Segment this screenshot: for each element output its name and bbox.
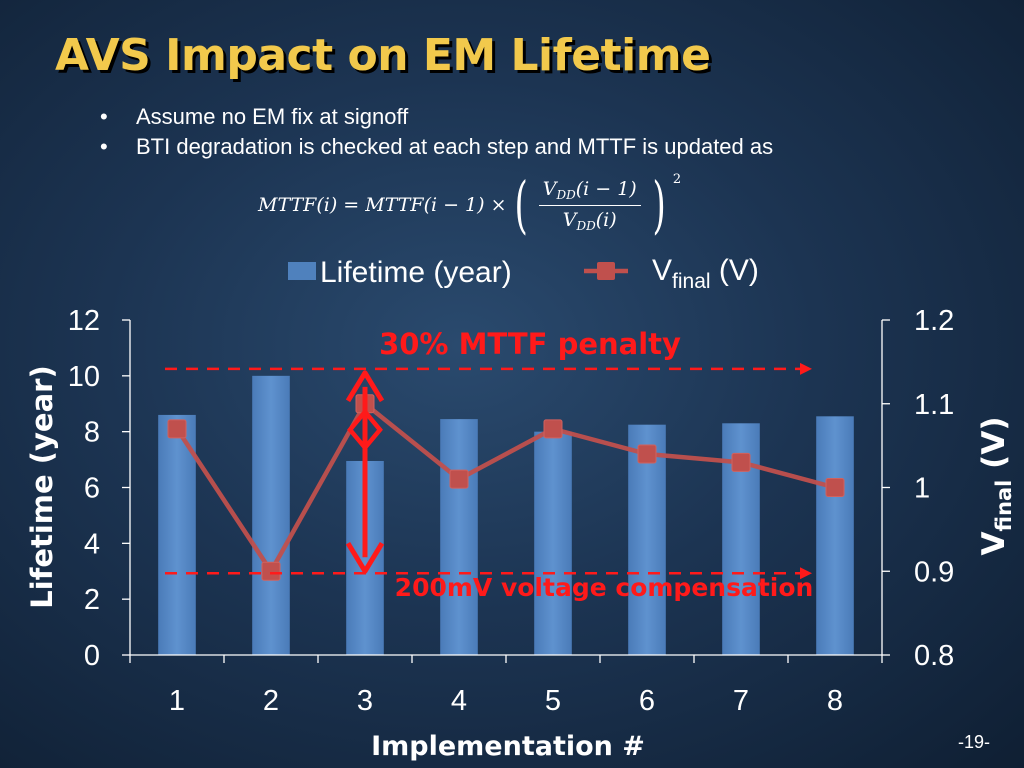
upper-reference-arrowhead xyxy=(800,362,812,375)
formula-fraction: VDD(i − 1) VDD(i) xyxy=(538,178,641,233)
right-axis-title-sub: final xyxy=(992,480,1016,532)
left-tick-label: 4 xyxy=(84,528,100,560)
right-axis-title-unit: (V) xyxy=(976,416,1012,479)
left-tick-label: 2 xyxy=(84,584,100,616)
vfinal-point xyxy=(825,478,845,497)
legend-line-label-sub: final xyxy=(672,270,711,293)
penalty-arrow-head-down xyxy=(345,541,385,574)
right-tick-label: 0.8 xyxy=(914,640,954,672)
vfinal-point xyxy=(637,444,657,464)
legend-line-label-unit: (V) xyxy=(711,254,759,287)
lifetime-bar xyxy=(440,419,478,655)
vfinal-point xyxy=(167,419,187,439)
vfinal-point xyxy=(731,452,751,472)
page-number: -19- xyxy=(958,732,991,752)
formula-lhs: MTTF(i) = MTTF(i − 1) × xyxy=(258,194,507,216)
left-tick-label: 8 xyxy=(84,417,100,449)
formula-exponent: 2 xyxy=(672,172,682,187)
penalty-arrow-diamond xyxy=(347,408,383,452)
lifetime-bar xyxy=(252,375,290,655)
right-tick-label: 1.1 xyxy=(914,389,954,421)
right-paren: ) xyxy=(652,168,666,241)
legend-bar-swatch xyxy=(288,262,316,280)
lifetime-bar xyxy=(816,416,854,655)
left-tick-label: 10 xyxy=(68,361,100,393)
bullet-item: Assume no EM fix at signoff xyxy=(100,102,773,132)
left-tick-label: 0 xyxy=(84,640,100,672)
x-tick-label: 4 xyxy=(451,685,467,717)
legend-bar-label: Lifetime (year) xyxy=(320,256,512,289)
x-tick-label: 3 xyxy=(357,685,373,717)
right-tick-label: 0.9 xyxy=(914,556,954,588)
mttf-penalty-label: 30% MTTF penalty xyxy=(379,327,681,361)
x-tick-label: 5 xyxy=(545,685,561,717)
legend-line-marker xyxy=(597,262,615,280)
left-axis-title: Lifetime (year) xyxy=(25,365,59,608)
left-tick-label: 12 xyxy=(68,305,100,337)
lower-reference-arrowhead xyxy=(800,567,812,580)
lifetime-bar xyxy=(534,431,572,655)
bullet-item: BTI degradation is checked at each step … xyxy=(100,132,773,162)
x-tick-label: 6 xyxy=(639,685,655,717)
vfinal-point xyxy=(449,469,469,489)
x-tick-label: 8 xyxy=(827,685,843,717)
mttf-formula: MTTF(i) = MTTF(i − 1) × ( VDD(i − 1) VDD… xyxy=(258,170,681,240)
right-tick-label: 1 xyxy=(914,473,930,505)
slide-title: AVS Impact on EM Lifetime xyxy=(55,30,711,81)
right-tick-label: 1.2 xyxy=(914,305,954,337)
left-paren: ( xyxy=(513,168,528,241)
legend-line-label: Vfinal (V) xyxy=(652,254,759,293)
x-axis-title: Implementation # xyxy=(371,731,645,762)
vfinal-point xyxy=(543,419,563,439)
formula-denominator: VDD(i) xyxy=(562,208,617,233)
vfinal-point xyxy=(261,561,281,581)
x-tick-label: 7 xyxy=(733,685,749,717)
left-tick-label: 6 xyxy=(84,473,100,505)
lifetime-bar xyxy=(158,414,196,655)
x-tick-label: 1 xyxy=(169,685,185,717)
vfinal-line xyxy=(175,401,836,574)
bullet-list: Assume no EM fix at signoff BTI degradat… xyxy=(100,102,773,162)
voltage-compensation-label: 200mV voltage compensation xyxy=(395,573,814,602)
penalty-arrow-head-up xyxy=(345,370,385,403)
x-tick-label: 2 xyxy=(263,685,279,717)
right-axis-title: Vfinal (V) xyxy=(976,416,1016,555)
formula-numerator: VDD(i − 1) xyxy=(538,178,641,206)
legend-line-label-main: V xyxy=(652,254,672,287)
right-axis-title-main: V xyxy=(976,532,1012,556)
